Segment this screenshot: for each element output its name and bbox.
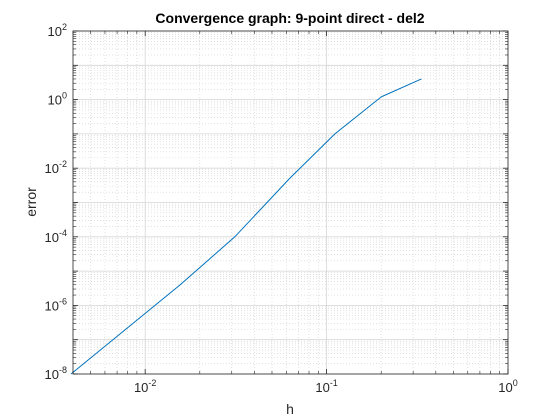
y-tick-base: 10 — [45, 298, 59, 313]
series-line — [70, 78, 422, 375]
x-tick-label: 100 — [498, 378, 517, 395]
y-tick-label: 10-8 — [45, 365, 67, 382]
y-tick-exponent: -6 — [59, 296, 67, 306]
y-tick-label: 10-4 — [45, 228, 67, 245]
series-layer — [70, 78, 422, 375]
y-tick-base: 10 — [45, 230, 59, 245]
y-tick-label: 10-6 — [45, 296, 67, 313]
y-tick-exponent: -4 — [59, 228, 67, 238]
y-tick-exponent: 2 — [62, 22, 67, 32]
x-tick-exponent: 0 — [513, 378, 518, 388]
y-tick-label: 10-2 — [45, 159, 67, 176]
y-tick-base: 10 — [48, 93, 62, 108]
y-tick-exponent: 0 — [62, 91, 67, 101]
y-tick-exponent: -2 — [59, 159, 67, 169]
x-tick-base: 10 — [498, 380, 512, 395]
x-tick-base: 10 — [315, 380, 329, 395]
y-tick-base: 10 — [45, 367, 59, 382]
x-tick-label: 10-1 — [315, 378, 337, 395]
y-tick-label: 102 — [48, 22, 67, 39]
x-tick-exponent: -1 — [330, 378, 338, 388]
y-tick-base: 10 — [45, 161, 59, 176]
x-tick-label: 10-2 — [134, 378, 156, 395]
y-tick-base: 10 — [48, 24, 62, 39]
tick-marks — [72, 30, 509, 375]
x-axis-label: h — [286, 401, 294, 417]
y-axis-label: error — [23, 187, 39, 217]
y-tick-label: 100 — [48, 91, 67, 108]
chart-title: Convergence graph: 9-point direct - del2 — [155, 10, 424, 26]
x-tick-exponent: -2 — [148, 378, 156, 388]
x-tick-base: 10 — [134, 380, 148, 395]
y-tick-exponent: -8 — [59, 365, 67, 375]
x-tick-labels: 10-2 10-1 100 — [134, 378, 518, 395]
